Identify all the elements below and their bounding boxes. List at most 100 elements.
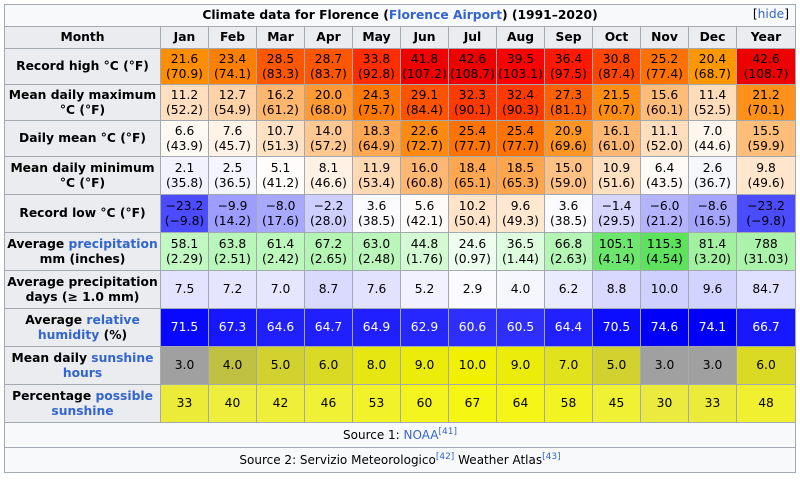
cell-value: 14.0 [314, 123, 343, 138]
cell-secondary-value: (97.5) [550, 66, 587, 81]
table-cell: 36.5 (1.44) [496, 232, 545, 271]
table-cell: 6.4 (43.5) [640, 156, 689, 195]
table-cell: 45 [592, 384, 641, 423]
row-header-link[interactable]: sunshine hours [62, 350, 154, 380]
table-cell: 64 [496, 384, 545, 423]
row-header: Record high °C (°F) [4, 48, 161, 85]
cell-value: 39.5 [506, 51, 535, 66]
row-header-link[interactable]: precipitation [68, 236, 158, 251]
cell-value: 81.4 [698, 236, 727, 251]
row-header-text: Percentage [12, 388, 96, 403]
month-header-year: Year [735, 26, 797, 49]
table-cell: 6.0 [735, 346, 797, 385]
table-cell: 7.0 [544, 346, 593, 385]
cell-secondary-value: (4.14) [598, 251, 635, 266]
ref-42-link[interactable]: [42] [435, 451, 455, 462]
month-header-sep: Sep [544, 26, 593, 49]
cell-secondary-value: (90.1) [454, 102, 491, 117]
cell-secondary-value: (49.3) [502, 213, 539, 228]
cell-value: 21.5 [602, 87, 631, 102]
table-cell: 63.8 (2.51) [208, 232, 257, 271]
noaa-link[interactable]: NOAA [403, 427, 439, 442]
cell-value: −23.2 [747, 198, 785, 213]
cell-secondary-value: (53.4) [358, 175, 395, 190]
cell-secondary-value: (2.65) [310, 251, 347, 266]
table-row: Record high °C (°F) 21.6 (70.9) 23.4 (74.1) 2… [4, 48, 797, 85]
cell-value: 40 [224, 396, 241, 410]
table-cell: 23.4 (74.1) [208, 48, 257, 85]
table-cell: −9.9 (14.2) [208, 194, 257, 233]
cell-value: 67.2 [314, 236, 343, 251]
table-row: Percentage possible sunshine 33 40 42 46 53 60… [4, 384, 797, 423]
cell-secondary-value: (77.7) [502, 138, 539, 153]
row-header-link[interactable]: possible sunshine [51, 388, 153, 418]
cell-secondary-value: (54.9) [214, 102, 251, 117]
cell-value: 25.2 [650, 51, 679, 66]
cell-secondary-value: (77.4) [646, 66, 683, 81]
row-header: Average precipitation days (≥ 1.0 mm) [4, 270, 161, 309]
table-cell: 9.8 (49.6) [735, 156, 797, 195]
table-cell: 24.3 (75.7) [352, 84, 401, 121]
row-header-text: Average precipitation days (≥ 1.0 mm) [7, 274, 158, 304]
cell-value: 16.0 [410, 160, 439, 175]
table-cell: 39.5 (103.1) [496, 48, 545, 85]
caption-prefix: Climate data for Florence ( [202, 8, 389, 22]
table-cell: 28.7 (83.7) [304, 48, 353, 85]
cell-secondary-value: (41.2) [262, 175, 299, 190]
hide-link[interactable]: hide [757, 7, 785, 21]
month-header-jul: Jul [448, 26, 497, 49]
cell-value: 7.6 [366, 282, 387, 296]
cell-secondary-value: (61.0) [598, 138, 635, 153]
cell-secondary-value: (72.7) [406, 138, 443, 153]
table-row: Mean daily sunshine hours 3.0 4.0 5.0 6.0 8.0… [4, 346, 797, 385]
table-caption: Climate data for Florence (Florence Airp… [3, 4, 797, 27]
ref-43-link[interactable]: [43] [542, 451, 561, 462]
table-cell: −23.2 (−9.8) [735, 194, 797, 233]
cell-secondary-value: (1.76) [406, 251, 443, 266]
cell-secondary-value: (2.63) [550, 251, 587, 266]
cell-value: 5.0 [606, 358, 627, 372]
table-cell: 4.0 [496, 270, 545, 309]
cell-secondary-value: (69.6) [550, 138, 587, 153]
table-cell: 7.6 [352, 270, 401, 309]
table-cell: 11.2 (52.2) [160, 84, 209, 121]
table-cell: 70.5 [592, 308, 641, 347]
row-header-text: Mean daily minimum °C (°F) [10, 160, 155, 190]
cell-value: 64.9 [362, 320, 391, 334]
table-cell: 9.0 [400, 346, 449, 385]
row-header-link[interactable]: relative humidity [37, 312, 140, 342]
cell-secondary-value: (59.0) [550, 175, 587, 190]
table-cell: 7.2 [208, 270, 257, 309]
row-header-text: Record low °C (°F) [19, 206, 146, 220]
ref-41-link[interactable]: [41] [438, 426, 457, 437]
cell-value: 4.0 [510, 282, 531, 296]
cell-value: 58.1 [170, 236, 199, 251]
table-cell: 14.0 (57.2) [304, 120, 353, 157]
cell-secondary-value: (52.2) [166, 102, 203, 117]
table-cell: 63.0 (2.48) [352, 232, 401, 271]
cell-secondary-value: (90.3) [502, 102, 539, 117]
cell-value: 23.4 [218, 51, 247, 66]
cell-secondary-value: (17.6) [262, 213, 299, 228]
table-cell: 67.3 [208, 308, 257, 347]
table-cell: 16.1 (61.0) [592, 120, 641, 157]
caption-suffix: ) (1991–2020) [501, 8, 598, 22]
cell-value: 30 [656, 396, 673, 410]
table-cell: 3.0 [688, 346, 737, 385]
month-header-may: May [352, 26, 401, 49]
cell-secondary-value: (43.5) [646, 175, 683, 190]
cell-secondary-value: (77.7) [454, 138, 491, 153]
table-cell: 33.8 (92.8) [352, 48, 401, 85]
cell-value: 21.2 [752, 87, 780, 102]
cell-value: 21.6 [170, 51, 199, 66]
cell-secondary-value: (−9.8) [746, 213, 786, 228]
row-header: Average relative humidity (%) [4, 308, 161, 347]
table-cell: 15.6 (60.1) [640, 84, 689, 121]
hide-toggle[interactable]: [hide] [752, 7, 790, 21]
florence-airport-link[interactable]: Florence Airport [388, 8, 502, 22]
table-cell: 16.0 (60.8) [400, 156, 449, 195]
table-cell: 21.2 (70.1) [735, 84, 797, 121]
cell-value: 9.6 [702, 282, 723, 296]
row-header: Percentage possible sunshine [4, 384, 161, 423]
cell-secondary-value: (2.48) [358, 251, 395, 266]
